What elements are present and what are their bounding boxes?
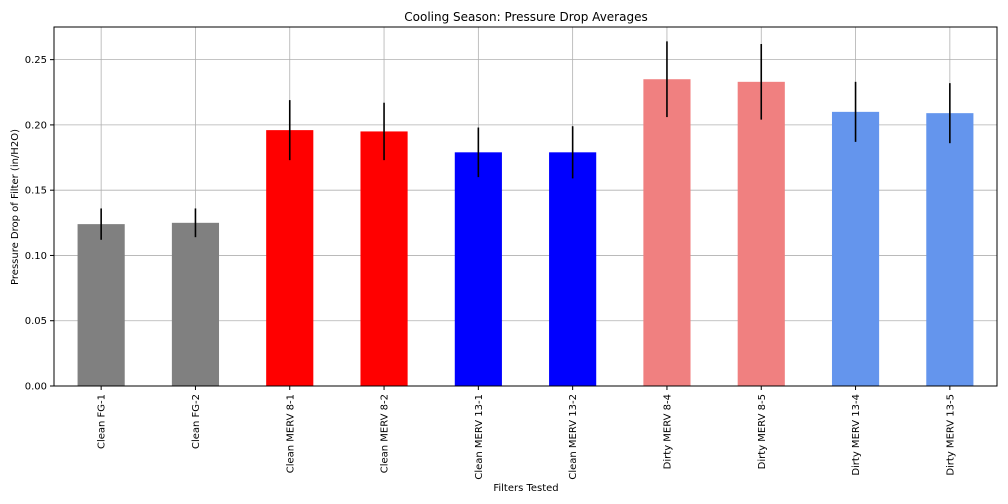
plot-frame [53,26,998,387]
y-axis-label: Pressure Drop of Filter (in/H2O) [10,129,21,285]
y-tick-label: 0.05 [25,316,47,327]
bar [266,130,314,386]
x-tick-label: Clean MERV 8-1 [285,394,296,473]
bar [737,81,785,386]
x-tick-label: Dirty MERV 13-5 [945,394,956,476]
bar [454,152,502,386]
bar [77,224,125,386]
x-tick-label: Dirty MERV 8-4 [662,394,673,469]
x-tick-label: Dirty MERV 13-4 [851,394,862,476]
x-ticks: Clean FG-1 Clean FG-2 Clean MERV 8-1 Clean … [97,386,956,480]
error-bars [100,41,951,240]
y-tick-label: 0.25 [25,55,47,66]
bar [831,111,880,386]
x-tick-label: Clean MERV 13-2 [568,394,579,480]
x-tick-label: Clean MERV 8-2 [380,394,391,473]
y-ticks: 0.00 0.05 0.10 0.15 0.20 0.25 [25,55,54,393]
x-tick-label: Clean MERV 13-1 [474,394,485,480]
bar [549,152,597,386]
x-tick-label: Dirty MERV 8-5 [757,394,768,469]
bar [926,113,974,386]
y-tick-label: 0.15 [25,186,47,197]
bar [171,222,220,386]
bars [77,79,974,386]
y-tick-label: 0.00 [25,382,47,393]
bar [643,79,691,386]
x-tick-label: Clean FG-1 [97,394,108,449]
x-tick-label: Clean FG-2 [191,394,202,449]
chart-title: Cooling Season: Pressure Drop Averages [404,10,647,24]
x-axis-label: Filters Tested [493,483,558,494]
y-tick-label: 0.10 [25,251,47,262]
bar [360,131,408,386]
y-tick-label: 0.20 [25,120,47,131]
